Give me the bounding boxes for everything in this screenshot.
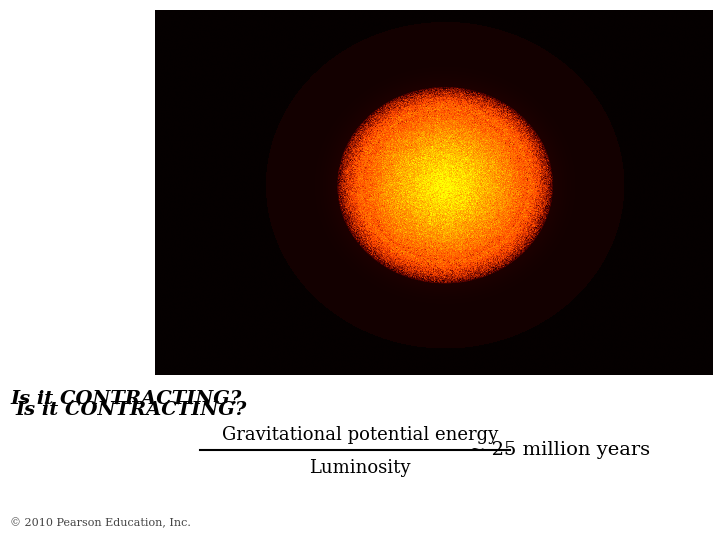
Text: ~ 25 million years: ~ 25 million years [469,441,651,459]
Text: © 2010 Pearson Education, Inc.: © 2010 Pearson Education, Inc. [10,517,191,528]
Text: Luminosity: Luminosity [310,459,410,477]
Text: Gravitational potential energy: Gravitational potential energy [222,426,498,444]
Text: Is it CONTRACTING?: Is it CONTRACTING? [10,390,241,408]
Text: Is it CONTRACTING?: Is it CONTRACTING? [15,401,246,419]
